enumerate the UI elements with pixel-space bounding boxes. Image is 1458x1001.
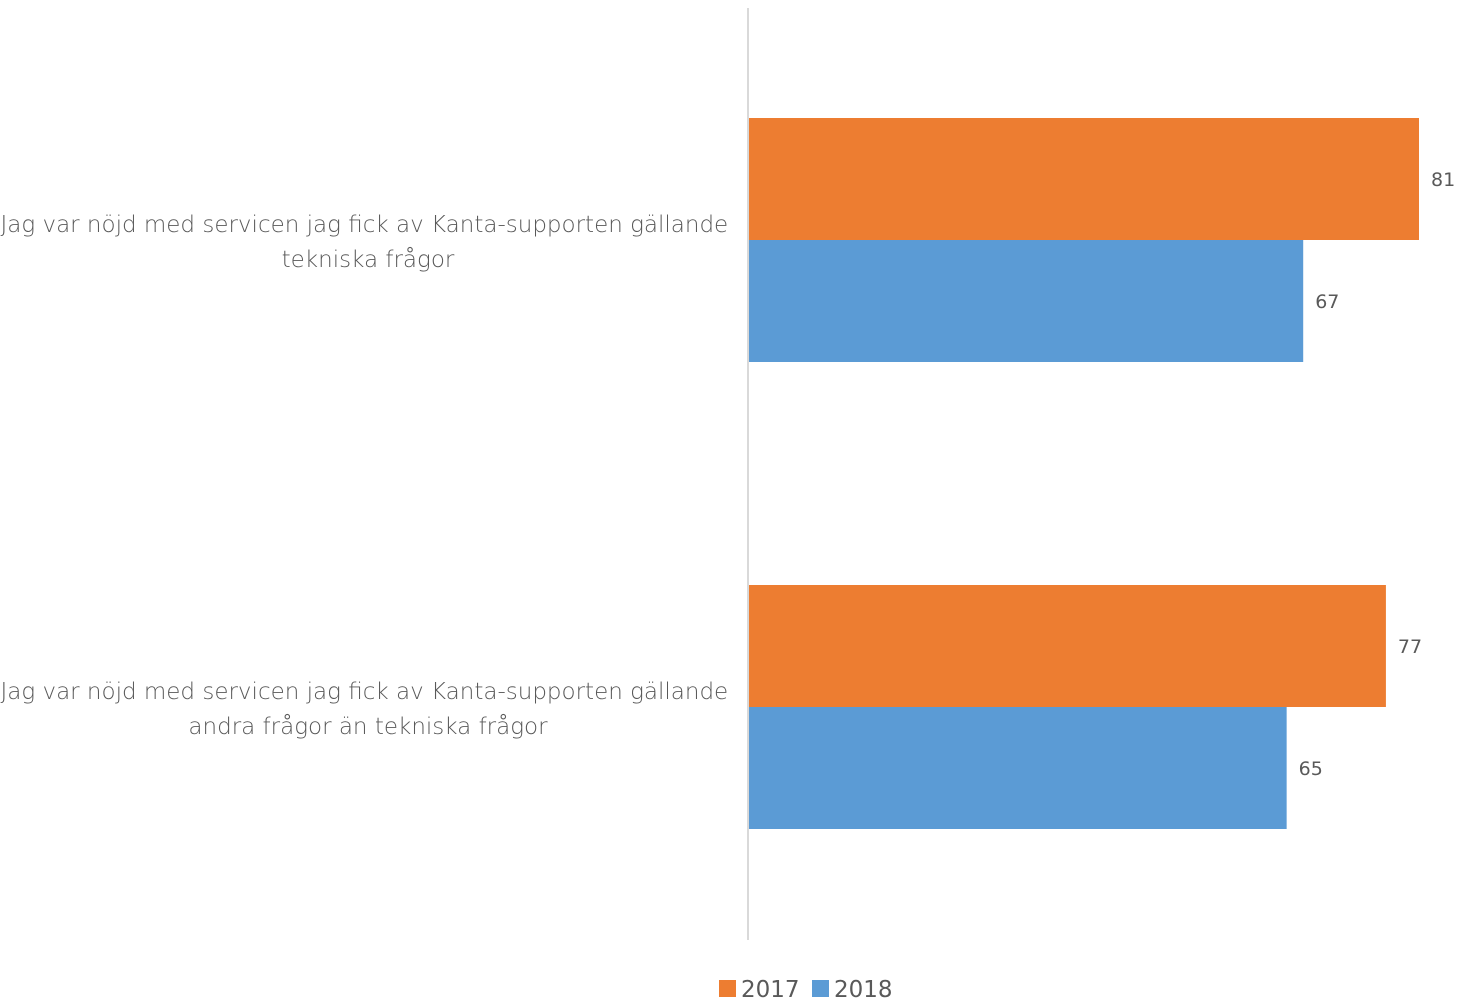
category-label-tekniska: Jag var nöjd med servicen jag fick av Ka…	[0, 212, 735, 273]
data-labels-group: 81 77 67 65	[1299, 169, 1456, 780]
legend-label-2018: 2018	[834, 977, 893, 1001]
category-label-line: andra frågor än tekniska frågor	[188, 714, 548, 740]
data-label-2017-cat1: 81	[1431, 169, 1455, 191]
category-label-line: tekniska frågor	[282, 247, 455, 273]
legend-label-2017: 2017	[741, 977, 800, 1001]
bar-2018-cat1	[749, 240, 1304, 362]
data-label-2017-cat2: 77	[1398, 636, 1422, 658]
legend-swatch-2018	[812, 980, 829, 997]
legend: 2017 2018	[719, 977, 893, 1001]
category-label-line: Jag var nöjd med servicen jag fick av Ka…	[0, 679, 728, 705]
bar-2018-cat2	[749, 707, 1287, 829]
data-label-2018-cat2: 65	[1299, 758, 1323, 780]
bar-2017-cat2	[749, 585, 1386, 707]
bar-2017-cat1	[749, 118, 1419, 240]
category-label-andra: Jag var nöjd med servicen jag fick av Ka…	[0, 679, 735, 740]
category-label-line: Jag var nöjd med servicen jag fick av Ka…	[0, 212, 728, 238]
legend-swatch-2017	[719, 980, 736, 997]
data-label-2018-cat1: 67	[1315, 291, 1339, 313]
bars-group	[749, 118, 1419, 829]
